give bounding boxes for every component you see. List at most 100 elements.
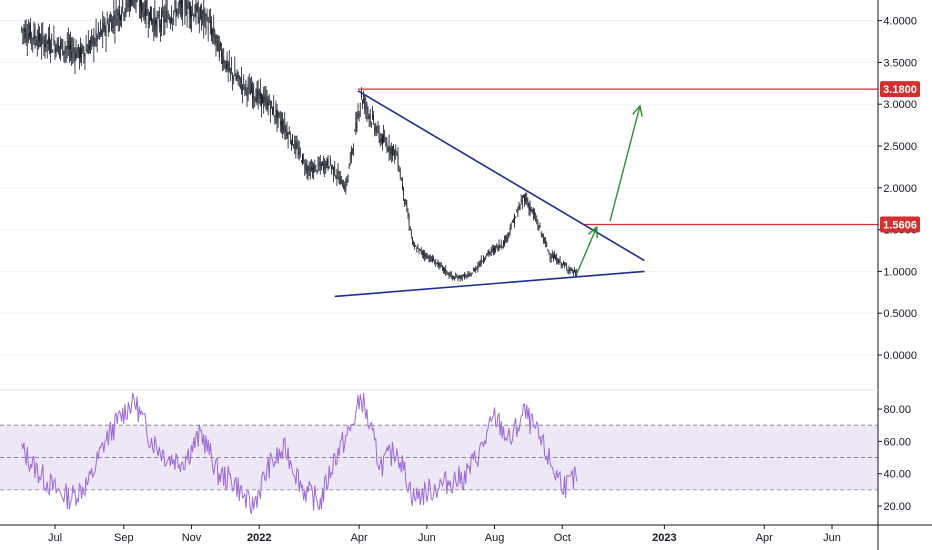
candle-body: [76, 51, 78, 58]
candle-body: [533, 212, 534, 214]
candle-body: [363, 98, 364, 101]
candle-body: [59, 46, 60, 48]
candle-body: [271, 101, 272, 104]
candle-body: [293, 147, 295, 149]
candle-body: [89, 44, 90, 50]
candle-body: [79, 50, 80, 59]
candle-body: [37, 30, 39, 43]
candle-body: [141, 0, 142, 13]
candle-body: [461, 277, 463, 279]
rsi-series-line: [21, 392, 578, 515]
candle-body: [474, 268, 475, 272]
candle-body: [552, 256, 554, 260]
price-tick-label: 3.5000: [883, 57, 917, 69]
candle-body: [41, 35, 43, 46]
candle-body: [249, 90, 251, 95]
candle-body: [155, 19, 157, 34]
candle-body: [193, 15, 195, 19]
time-tick-label: Sep: [114, 532, 134, 544]
main-pane-grid: [0, 20, 878, 356]
candle-body: [160, 24, 161, 28]
candle-body: [321, 164, 322, 170]
candle-body: [170, 21, 171, 22]
candle-body: [22, 29, 24, 31]
candle-body: [456, 276, 458, 278]
candle-body: [408, 219, 410, 225]
candle-body: [356, 116, 358, 130]
time-tick-label: Jun: [823, 532, 841, 544]
candle-body: [82, 45, 84, 52]
candle-body: [417, 247, 419, 249]
candle-body: [295, 141, 297, 151]
candle-body: [238, 75, 240, 80]
candle-body: [393, 145, 394, 150]
candle-body: [44, 44, 46, 48]
candle-body: [42, 33, 44, 35]
candle-body: [224, 65, 226, 67]
candle-body: [267, 102, 269, 109]
candle-body: [49, 37, 50, 51]
candle-body: [412, 237, 413, 241]
candle-body: [187, 6, 189, 8]
candle-body: [136, 0, 138, 2]
candle-body: [62, 39, 64, 55]
candle-body: [127, 2, 129, 8]
candle-body: [540, 231, 542, 233]
candle-body: [444, 268, 446, 271]
candle-body: [453, 276, 454, 279]
candle-body: [273, 106, 275, 115]
time-tick-label: Oct: [554, 532, 571, 544]
candle-body: [546, 243, 548, 247]
time-tick-label: Nov: [182, 532, 202, 544]
rsi-line: [21, 392, 578, 515]
candle-body: [107, 25, 109, 32]
candle-body: [288, 132, 290, 134]
candle-body: [529, 207, 531, 211]
candle-body: [390, 147, 392, 155]
candle-body: [375, 126, 377, 133]
candle-body: [526, 197, 528, 202]
candle-body: [315, 164, 317, 166]
candle-body: [479, 263, 481, 265]
candle-body: [34, 34, 36, 39]
candle-body: [194, 13, 196, 17]
candle-body: [572, 271, 574, 273]
candle-body: [571, 268, 573, 272]
candle-body: [200, 7, 201, 18]
candle-body: [83, 51, 85, 57]
candle-body: [438, 262, 440, 268]
candle-body: [23, 28, 25, 33]
candle-body: [43, 40, 45, 51]
candle-body: [61, 42, 63, 44]
candle-body: [181, 0, 182, 8]
candle-body: [291, 141, 292, 146]
candle-body: [352, 149, 353, 151]
candle-body: [554, 255, 555, 259]
candle-body: [385, 142, 387, 145]
rsi-tick-label: 40.00: [883, 469, 911, 481]
time-tick-label: Jun: [418, 532, 436, 544]
candle-body: [574, 270, 575, 272]
target-arrow-head: [632, 104, 643, 117]
candle-body: [434, 263, 436, 265]
time-tick-label: Jul: [48, 532, 62, 544]
candle-body: [231, 69, 232, 71]
candle-body: [246, 90, 248, 96]
candle-body: [387, 149, 389, 151]
candle-body: [525, 198, 527, 203]
candle-body: [476, 267, 478, 269]
candle-body: [360, 92, 362, 98]
candle-body: [245, 81, 247, 86]
candle-body: [130, 0, 131, 8]
candle-body: [272, 107, 273, 115]
candle-body: [394, 150, 396, 157]
candle-body: [256, 89, 258, 103]
candle-body: [71, 51, 73, 59]
candle-body: [278, 113, 280, 116]
candle-body: [327, 158, 329, 168]
candle-body: [56, 39, 58, 52]
candle-body: [355, 122, 357, 131]
time-tick-label: 2022: [247, 532, 271, 544]
candle-body: [443, 267, 444, 271]
candle-body: [567, 269, 569, 271]
